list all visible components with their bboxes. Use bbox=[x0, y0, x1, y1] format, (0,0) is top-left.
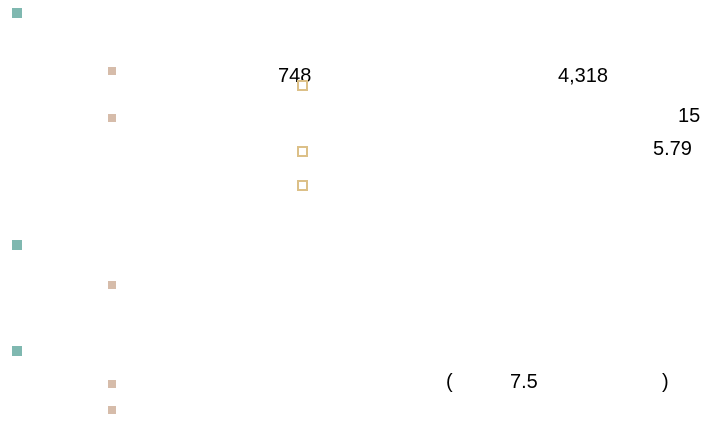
bullet bbox=[12, 8, 22, 18]
bullet bbox=[297, 80, 308, 91]
bullet bbox=[108, 281, 116, 289]
number: 15 bbox=[678, 105, 701, 127]
bullet bbox=[297, 146, 308, 157]
bullet bbox=[12, 346, 22, 356]
paren: ) bbox=[662, 371, 669, 393]
bullet bbox=[12, 240, 22, 250]
paren: ( bbox=[446, 371, 453, 393]
bullet bbox=[108, 380, 116, 388]
bullet bbox=[108, 67, 116, 75]
bullet bbox=[297, 180, 308, 191]
number: 5.79 bbox=[653, 138, 692, 160]
bullet bbox=[108, 406, 116, 414]
number: 4,318 bbox=[558, 65, 609, 87]
number: 7.5 bbox=[510, 371, 538, 393]
bullet bbox=[108, 114, 116, 122]
